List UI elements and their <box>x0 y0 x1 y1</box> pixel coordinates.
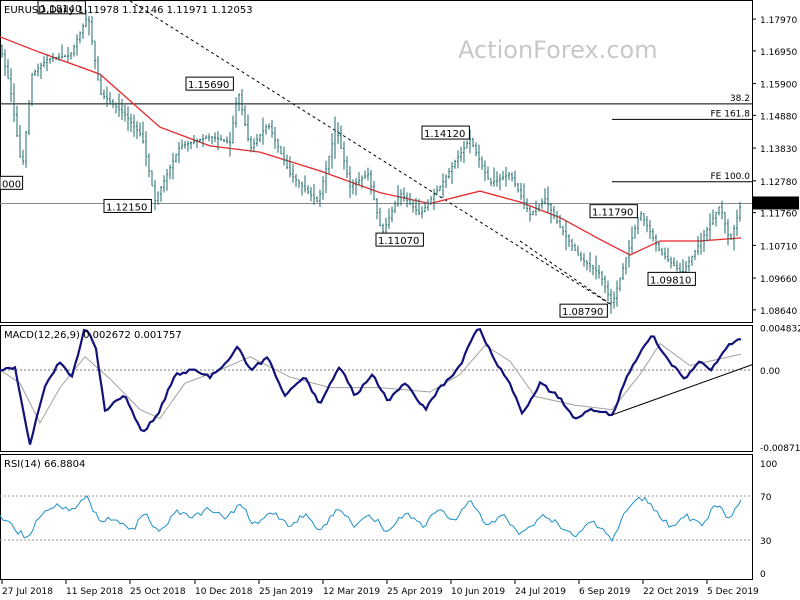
price-y-tick-label: 1.12780 <box>760 178 797 188</box>
watermark: ActionForex.com <box>458 36 658 64</box>
price-annotation-label: 1.15690 <box>188 80 229 91</box>
rsi-panel-frame <box>0 454 753 580</box>
price-y-tick-label: 1.15900 <box>760 81 797 91</box>
price-annotation-box <box>589 204 638 219</box>
x-tick-label: 25 Oct 2018 <box>130 587 186 597</box>
rsi-y-tick-label: 70 <box>760 493 772 503</box>
rsi-y-tick-label: 30 <box>760 537 772 547</box>
macd-trendline <box>611 364 753 416</box>
price-annotation-box <box>185 76 234 91</box>
price-annotation-box <box>0 175 24 190</box>
rsi-y-tick-label: 100 <box>760 460 777 470</box>
price-y-tick-label: 1.13830 <box>760 145 797 155</box>
price-annotation-label: 000 <box>2 179 21 190</box>
rsi-title: RSI(14) 66.8804 <box>4 459 85 470</box>
rsi-line <box>0 495 742 543</box>
rsi-y-tick-label: 0 <box>760 570 766 580</box>
level-label: 38.2 <box>730 94 750 104</box>
price-channel-line <box>519 240 613 306</box>
price-annotation-box <box>375 232 424 247</box>
x-tick-label: 10 Dec 2018 <box>195 587 253 597</box>
price-annotation-box <box>421 125 470 140</box>
macd-line <box>0 327 742 445</box>
x-tick-label: 6 Sep 2019 <box>579 587 631 597</box>
x-tick-label: 27 Jul 2018 <box>2 587 53 597</box>
x-tick-label: 5 Dec 2019 <box>707 587 759 597</box>
price-y-tick-label: 1.11760 <box>760 210 797 220</box>
level-label: FE 100.0 <box>711 172 751 182</box>
last-price-label: 1.12053 <box>756 200 793 210</box>
x-tick-label: 25 Apr 2019 <box>387 587 443 597</box>
moving-average-line <box>0 36 742 256</box>
price-annotation-box <box>559 303 608 318</box>
price-annotation-box <box>647 271 696 286</box>
price-title: EURUSD,Daily 1.11978 1.12146 1.11971 1.1… <box>4 5 253 16</box>
macd-y-tick-label: 0.004832 <box>760 324 800 334</box>
price-annotation-label: 1.12150 <box>106 202 147 213</box>
price-annotation-box <box>37 0 86 15</box>
price-y-tick-label: 1.10710 <box>760 242 797 252</box>
level-label: FE 161.8 <box>711 109 751 119</box>
macd-y-tick-label: 0.00 <box>760 367 780 377</box>
macd-title: MACD(12,26,9) 0.002672 0.001757 <box>4 330 182 341</box>
macd-panel-frame <box>0 325 753 452</box>
price-annotation-label: 1.11790 <box>592 208 633 219</box>
price-annotation-box <box>103 198 152 213</box>
price-trendline <box>129 0 613 306</box>
macd-y-tick-label: -0.008718 <box>760 444 800 454</box>
x-tick-label: 10 Jun 2019 <box>451 587 505 597</box>
price-annotation-label: 1.14120 <box>424 129 465 140</box>
price-annotation-label: 1.09810 <box>650 275 691 286</box>
price-y-tick-label: 1.08640 <box>760 307 797 317</box>
x-tick-label: 12 Mar 2019 <box>323 587 380 597</box>
x-tick-label: 11 Sep 2018 <box>66 587 123 597</box>
price-annotation-label: 1.08790 <box>562 307 603 318</box>
macd-signal-line <box>0 342 742 424</box>
price-y-tick-label: 1.16950 <box>760 48 797 58</box>
price-y-tick-label: 1.17970 <box>760 16 797 26</box>
x-tick-label: 24 Jul 2019 <box>515 587 566 597</box>
last-price-box <box>753 196 799 210</box>
price-annotation-label: 1.18140 <box>40 4 81 15</box>
x-tick-label: 22 Oct 2019 <box>643 587 699 597</box>
price-annotation-label: 1.11070 <box>378 236 419 247</box>
price-panel-frame <box>0 0 753 323</box>
price-y-tick-label: 1.14880 <box>760 112 797 122</box>
x-tick-label: 25 Jan 2019 <box>259 587 313 597</box>
price-y-tick-label: 1.09660 <box>760 275 797 285</box>
